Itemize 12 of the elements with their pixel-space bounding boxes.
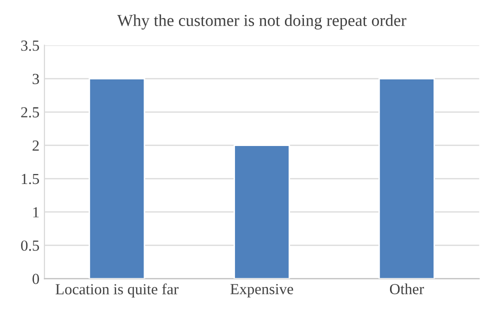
y-tick-label: 0.5 <box>21 240 39 251</box>
x-tick-label: Location is quite far <box>56 284 179 298</box>
y-tick-label: 0 <box>32 274 40 284</box>
y-tick-label: 1 <box>33 207 39 218</box>
chart-title: Why the customer is not doing repeat order <box>117 14 406 30</box>
y-tick-label: 1.5 <box>22 174 39 184</box>
y-tick-label: 2 <box>32 140 39 151</box>
x-tick-label: Other <box>390 284 424 294</box>
x-tick-label: Expensive <box>230 284 294 298</box>
y-tick-label: 3 <box>32 74 39 84</box>
y-tick-label: 3.5 <box>21 40 39 51</box>
y-tick-label: 2.5 <box>21 107 39 118</box>
